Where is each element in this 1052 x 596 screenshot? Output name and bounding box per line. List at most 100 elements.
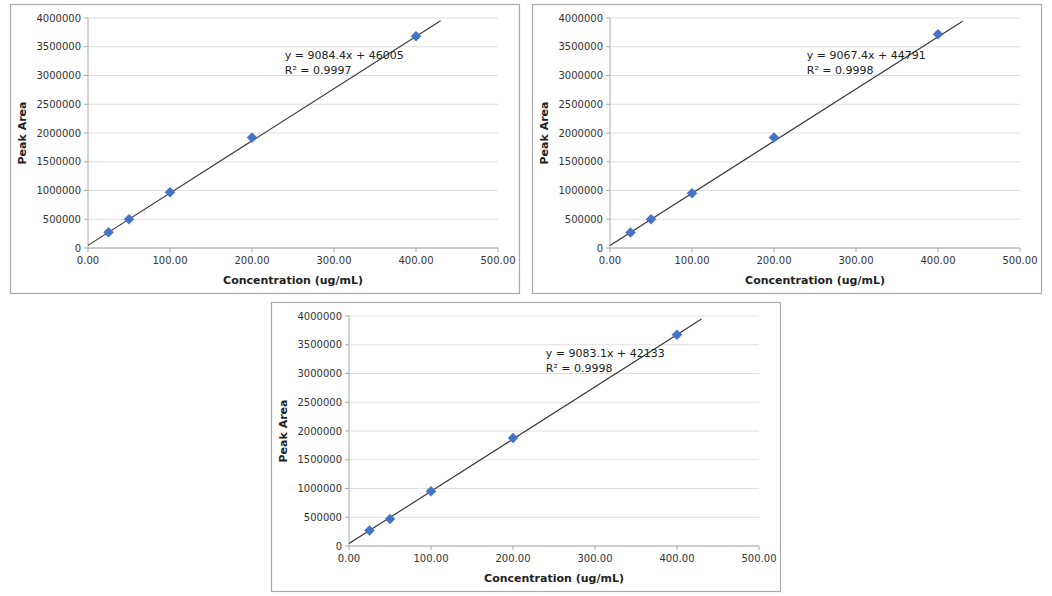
grid-line bbox=[349, 488, 759, 489]
tick-label: 2000000 bbox=[297, 426, 342, 437]
data-point bbox=[687, 188, 697, 198]
data-point bbox=[411, 31, 421, 41]
tick-label: 0 bbox=[597, 243, 603, 254]
tick-mark bbox=[345, 459, 349, 460]
tick-mark bbox=[606, 190, 610, 191]
tick-mark bbox=[345, 373, 349, 374]
tick-label: 100.00 bbox=[675, 255, 710, 266]
x-axis-label: Concentration (ug/mL) bbox=[745, 274, 885, 287]
tick-mark bbox=[606, 248, 610, 249]
tick-label: 200.00 bbox=[496, 553, 531, 564]
annotation: R² = 0.9998 bbox=[807, 64, 874, 77]
y-axis-line bbox=[610, 18, 611, 248]
tick-label: 0 bbox=[336, 541, 342, 552]
tick-mark bbox=[856, 248, 857, 252]
data-point bbox=[104, 227, 114, 237]
grid-line bbox=[349, 316, 759, 317]
tick-label: 3500000 bbox=[297, 339, 342, 350]
tick-mark bbox=[84, 219, 88, 220]
tick-label: 2000000 bbox=[558, 128, 603, 139]
tick-mark bbox=[84, 18, 88, 19]
tick-mark bbox=[84, 248, 88, 249]
grid-line bbox=[349, 344, 759, 345]
plot-area bbox=[88, 21, 441, 246]
tick-mark bbox=[345, 344, 349, 345]
tick-label: 100.00 bbox=[414, 553, 449, 564]
y-axis-line bbox=[349, 316, 350, 546]
grid-line bbox=[88, 190, 498, 191]
tick-mark bbox=[774, 248, 775, 252]
data-point bbox=[365, 526, 375, 536]
tick-label: 1500000 bbox=[297, 454, 342, 465]
tick-label: 300.00 bbox=[839, 255, 874, 266]
tick-label: 500000 bbox=[565, 214, 603, 225]
tick-label: 0 bbox=[75, 243, 81, 254]
tick-mark bbox=[938, 248, 939, 252]
tick-mark bbox=[334, 248, 335, 252]
data-point bbox=[933, 29, 943, 39]
data-point bbox=[672, 330, 682, 340]
tick-mark bbox=[431, 546, 432, 550]
tick-label: 100.00 bbox=[153, 255, 188, 266]
tick-label: 0.00 bbox=[77, 255, 99, 266]
tick-mark bbox=[677, 546, 678, 550]
grid-line bbox=[610, 219, 1020, 220]
panel-border bbox=[11, 5, 520, 294]
grid-line bbox=[610, 190, 1020, 191]
y-axis-label: Peak Area bbox=[538, 102, 551, 165]
tick-mark bbox=[345, 316, 349, 317]
trend-line bbox=[88, 21, 441, 246]
tick-label: 0.00 bbox=[599, 255, 621, 266]
tick-label: 400.00 bbox=[921, 255, 956, 266]
tick-label: 3000000 bbox=[36, 70, 81, 81]
tick-mark bbox=[595, 546, 596, 550]
panel: 0500000100000015000002000000250000030000… bbox=[11, 5, 520, 294]
tick-mark bbox=[84, 104, 88, 105]
tick-mark bbox=[606, 104, 610, 105]
tick-mark bbox=[170, 248, 171, 252]
tick-mark bbox=[84, 133, 88, 134]
data-point bbox=[769, 133, 779, 143]
grid-line bbox=[88, 248, 498, 249]
panel: 0500000100000015000002000000250000030000… bbox=[272, 303, 781, 592]
tick-label: 4000000 bbox=[297, 311, 342, 322]
x-axis-label: Concentration (ug/mL) bbox=[223, 274, 363, 287]
y-axis-label: Peak Area bbox=[16, 102, 29, 165]
tick-mark bbox=[345, 517, 349, 518]
tick-label: 1000000 bbox=[36, 185, 81, 196]
annotation: y = 9084.4x + 46005 bbox=[285, 49, 404, 62]
grid-line bbox=[88, 133, 498, 134]
grid-line bbox=[88, 18, 498, 19]
data-point bbox=[124, 214, 134, 224]
tick-label: 2500000 bbox=[36, 99, 81, 110]
tick-mark bbox=[84, 46, 88, 47]
grid-line bbox=[349, 459, 759, 460]
tick-mark bbox=[349, 546, 350, 550]
tick-label: 3000000 bbox=[297, 368, 342, 379]
x-axis-line bbox=[88, 248, 498, 249]
tick-label: 1000000 bbox=[297, 483, 342, 494]
tick-label: 0.00 bbox=[338, 553, 360, 564]
grid-line bbox=[610, 18, 1020, 19]
grid-line bbox=[349, 517, 759, 518]
tick-mark bbox=[606, 219, 610, 220]
x-axis-line bbox=[349, 546, 759, 547]
grid-line bbox=[349, 546, 759, 547]
grid-line bbox=[610, 133, 1020, 134]
data-point bbox=[165, 187, 175, 197]
tick-mark bbox=[84, 161, 88, 162]
tick-mark bbox=[345, 402, 349, 403]
tick-mark bbox=[606, 133, 610, 134]
tick-mark bbox=[88, 248, 89, 252]
x-axis-label: Concentration (ug/mL) bbox=[484, 572, 624, 585]
tick-mark bbox=[345, 431, 349, 432]
panel: 0500000100000015000002000000250000030000… bbox=[533, 5, 1042, 294]
tick-label: 2000000 bbox=[36, 128, 81, 139]
tick-label: 3500000 bbox=[558, 41, 603, 52]
tick-label: 3500000 bbox=[36, 41, 81, 52]
grid-line bbox=[88, 219, 498, 220]
grid-line bbox=[88, 46, 498, 47]
tick-mark bbox=[345, 488, 349, 489]
grid-line bbox=[349, 402, 759, 403]
tick-mark bbox=[345, 546, 349, 547]
